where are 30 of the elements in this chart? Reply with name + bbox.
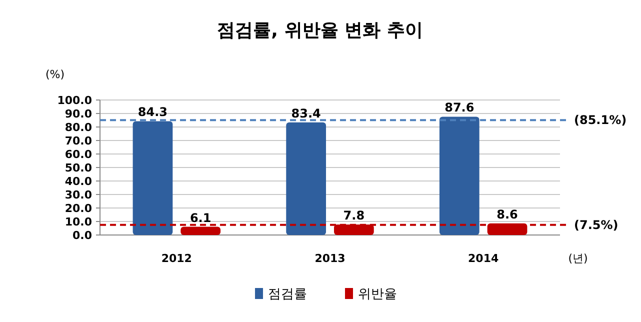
x-axis-title: (년) <box>568 252 588 265</box>
data-label: 8.6 <box>496 207 518 222</box>
y-axis-title: (%) <box>45 68 65 81</box>
x-tick-label: 2013 <box>314 252 346 265</box>
y-tick-label: 10.0 <box>64 216 92 228</box>
data-label: 87.6 <box>444 100 474 115</box>
y-tick-label: 70.0 <box>64 134 92 148</box>
x-tick-label: 2014 <box>468 252 499 265</box>
y-tick-label: 0.0 <box>72 229 92 242</box>
ref-line-label: (7.5%) <box>574 218 618 232</box>
y-tick-label: 100.0 <box>57 94 92 107</box>
y-tick-label: 60.0 <box>64 148 92 161</box>
legend-label: 위반율 <box>358 287 397 302</box>
bar <box>286 122 326 235</box>
data-label: 83.4 <box>291 106 321 120</box>
legend-label: 점검률 <box>268 287 307 302</box>
y-tick-label: 50.0 <box>64 162 92 174</box>
y-tick-label: 40.0 <box>64 175 92 188</box>
y-tick-label: 20.0 <box>64 202 92 215</box>
data-label: 6.1 <box>190 210 212 225</box>
x-tick-label: 2012 <box>161 252 192 265</box>
y-tick-label: 30.0 <box>64 188 92 202</box>
data-label: 84.3 <box>138 105 168 120</box>
bar <box>439 116 480 235</box>
chart-title: 점검률, 위반율 변화 추이 <box>217 20 423 41</box>
data-label: 7.8 <box>343 208 365 222</box>
bar <box>132 121 173 235</box>
ref-line-label: (85.1%) <box>574 113 627 128</box>
y-tick-label: 90.0 <box>64 108 92 120</box>
y-tick-label: 80.0 <box>64 121 92 134</box>
